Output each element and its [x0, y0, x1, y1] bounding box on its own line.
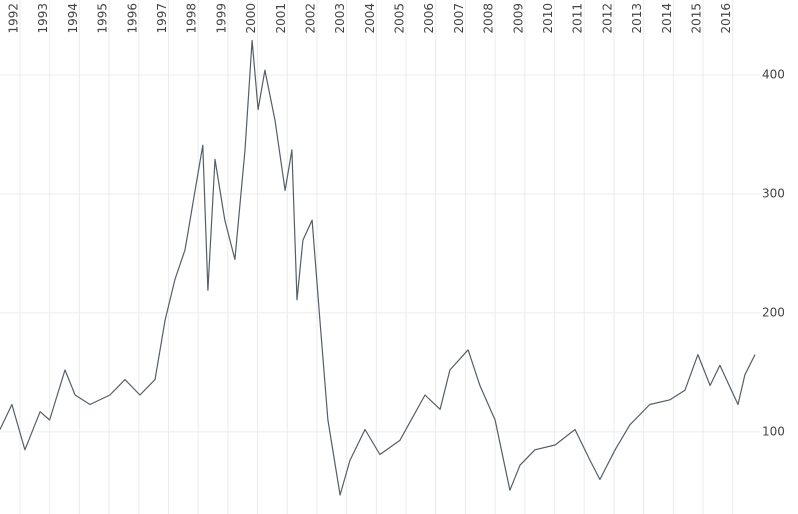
- x-tick-label: 2011: [571, 3, 585, 34]
- x-tick-label: 2004: [363, 3, 377, 34]
- x-tick-label: 1999: [214, 3, 228, 34]
- x-tick-label: 2001: [274, 3, 288, 34]
- y-tick-label: 400: [762, 67, 785, 81]
- x-tick-label: 2014: [660, 3, 674, 34]
- x-tick-label: 1994: [66, 3, 80, 34]
- y-tick-label: 100: [762, 424, 785, 438]
- x-tick-label: 2003: [333, 3, 347, 34]
- x-tick-label: 1995: [96, 3, 110, 34]
- x-tick-label: 1993: [36, 3, 50, 34]
- x-tick-label: 2016: [719, 3, 733, 34]
- y-tick-label: 200: [762, 305, 785, 319]
- x-tick-label: 2000: [244, 3, 258, 34]
- y-tick-label: 300: [762, 186, 785, 200]
- x-tick-label: 2013: [630, 3, 644, 34]
- x-tick-label: 1998: [185, 3, 199, 34]
- x-tick-label: 2012: [600, 3, 614, 34]
- x-tick-label: 1992: [6, 3, 20, 34]
- x-tick-label: 2009: [511, 3, 525, 34]
- x-tick-label: 2008: [482, 3, 496, 34]
- x-tick-label: 1996: [125, 3, 139, 34]
- x-tick-label: 2007: [452, 3, 466, 34]
- x-tick-label: 2006: [422, 3, 436, 34]
- x-tick-label: 2002: [303, 3, 317, 34]
- price-line: [0, 39, 756, 496]
- x-tick-label: 2010: [541, 3, 555, 34]
- x-tick-label: 2005: [393, 3, 407, 34]
- x-tick-label: 1997: [155, 3, 169, 34]
- x-tick-label: 2015: [690, 3, 704, 34]
